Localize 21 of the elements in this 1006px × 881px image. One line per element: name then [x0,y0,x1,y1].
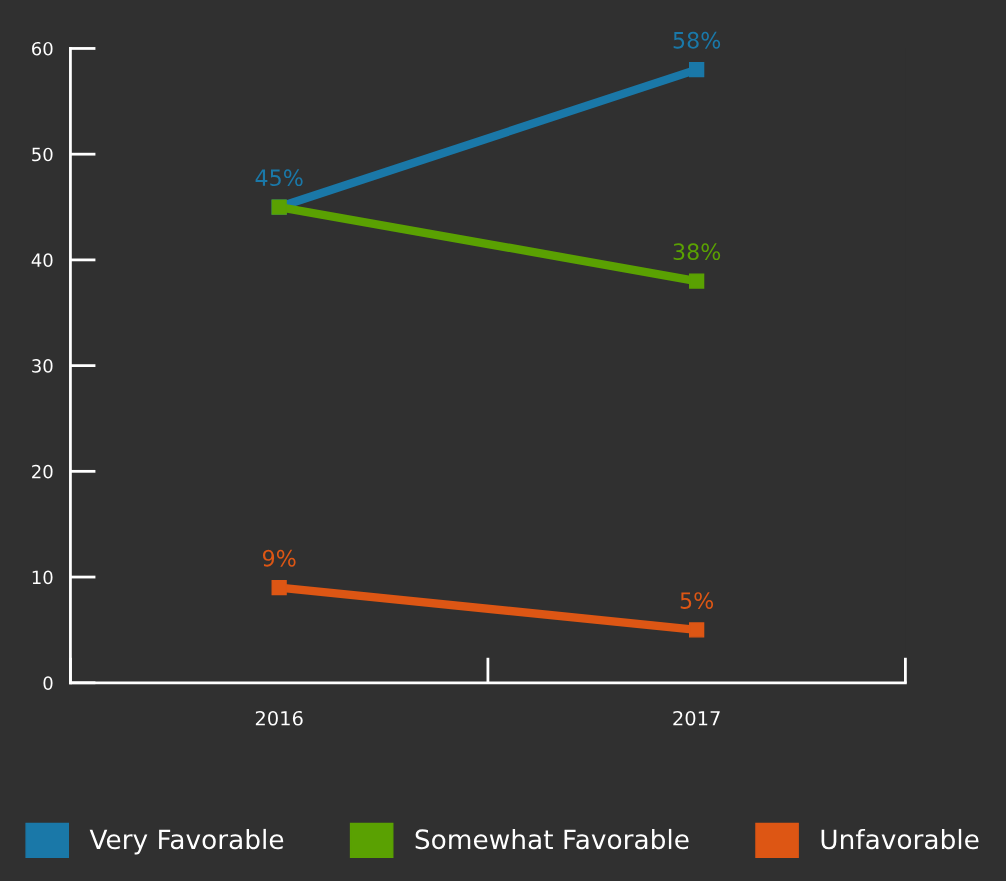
data-label: 9% [262,549,296,567]
point [271,579,287,596]
point [689,61,705,78]
y-tick-label: 30 [32,359,53,373]
data-label: 45% [255,169,303,187]
y-tick-label: 50 [32,147,53,162]
data-label: 5% [680,592,714,609]
legend-label: Unfavorable [821,828,979,850]
x-tick-label: 2017 [673,710,720,726]
y-tick-label: 60 [32,41,53,56]
y-tick-label: 10 [32,570,53,585]
legend-label: Somewhat Favorable [415,828,689,850]
y-tick-label: 40 [31,253,53,268]
data-label: 38% [673,243,721,261]
point [689,273,705,289]
point [689,622,705,638]
y-tick-label: 0 [43,676,53,690]
y-tick-label: 20 [32,464,53,479]
x-tick-label: 2016 [255,710,303,726]
legend-label: Very Favorable [89,828,284,855]
data-label: 58% [673,31,721,49]
